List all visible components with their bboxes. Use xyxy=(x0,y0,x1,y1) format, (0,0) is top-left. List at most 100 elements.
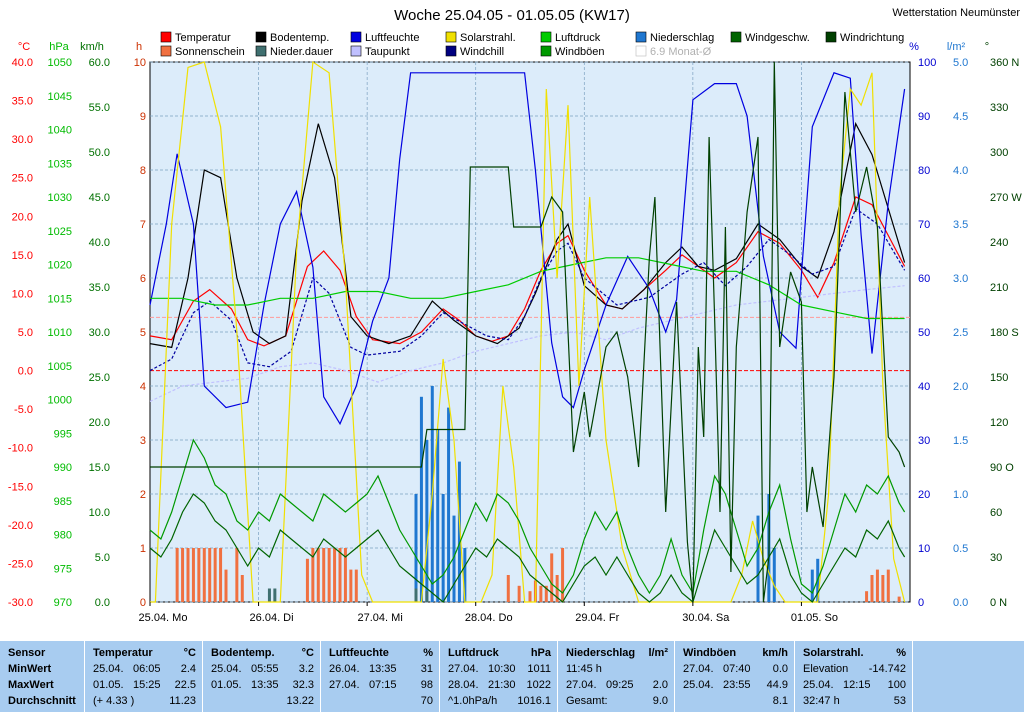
axis-tick-wind: 60.0 xyxy=(89,57,110,69)
stats-row: 28.04. 21:30 1022 xyxy=(440,677,557,693)
axis-tick-press: 1030 xyxy=(48,192,72,204)
legend-swatch xyxy=(255,45,267,57)
axis-tick-press: 1040 xyxy=(48,125,72,137)
axis-tick-press: 975 xyxy=(54,563,72,575)
axis-tick-wind: 0.0 xyxy=(95,597,110,609)
legend-label: Solarstrahl. xyxy=(460,32,516,44)
bar-sonnenschein xyxy=(224,569,228,602)
stats-cell-value: 1022 xyxy=(526,679,551,691)
stats-row: 27.04. 09:25 2.0 xyxy=(558,677,674,693)
axis-tick-press: 970 xyxy=(54,597,72,609)
series-windrichtung xyxy=(150,61,906,603)
stats-column: Bodentemp. °C 25.04. 05:55 3.2 01.05. 13:35 32.… xyxy=(203,641,321,712)
axis-tick-press: 995 xyxy=(54,428,72,440)
legend-swatch xyxy=(160,45,172,57)
axis-tick-wind: 25.0 xyxy=(89,372,110,384)
stats-cell-value: 32.3 xyxy=(292,679,314,691)
bar-sonnenschein xyxy=(311,548,315,602)
stats-row: 01.05. 13:35 32.3 xyxy=(203,677,320,693)
bar-sonnenschein xyxy=(235,548,239,602)
stats-cell-value: 0.0 xyxy=(772,663,788,675)
bar-nieder-dauer xyxy=(414,588,418,602)
stats-column: Windböen km/h 27.04. 07:40 0.0 25.04. 23:55 44.… xyxy=(675,641,795,712)
axis-tick-hours: 3 xyxy=(140,435,146,447)
legend-label: Temperatur xyxy=(175,32,231,44)
stats-cell-label: 26.04. xyxy=(329,663,360,675)
stats-row: 25.04. 05:55 3.2 xyxy=(203,661,320,677)
stats-cell-label: 11:45 h xyxy=(566,663,602,675)
unit-label-hours: h xyxy=(136,41,142,53)
stats-cell-label: 01.05. xyxy=(93,679,124,691)
legend-label: Taupunkt xyxy=(365,46,410,58)
stats-header: Luftdruck hPa xyxy=(440,645,557,661)
legend-label: Bodentemp. xyxy=(270,32,329,44)
axis-tick-humidity: 30 xyxy=(918,435,930,447)
stats-row: 11:45 h xyxy=(558,661,674,677)
axis-tick-press: 990 xyxy=(54,462,72,474)
axis-tick-wind: 40.0 xyxy=(89,237,110,249)
axis-tick-humidity: 60 xyxy=(918,273,930,285)
line-series xyxy=(149,60,910,604)
stats-cell-label: 27.04. xyxy=(329,679,360,691)
stats-cell-time: 12:15 xyxy=(843,679,871,691)
axis-tick-humidity: 50 xyxy=(918,327,930,339)
bar-niederschlag xyxy=(436,429,440,602)
stats-header-unit: hPa xyxy=(530,647,551,659)
series-windchill xyxy=(149,207,906,372)
x-tick-label: 01.05. So xyxy=(791,612,838,624)
bar-sonnenschein xyxy=(517,585,521,602)
legend-swatch xyxy=(160,31,172,43)
axis-tick-dir: 30 xyxy=(990,552,1002,564)
bar-sonnenschein xyxy=(865,591,869,602)
bar-sonnenschein xyxy=(561,548,565,602)
bar-sonnenschein xyxy=(506,575,510,602)
axis-tick-rain: 5.0 xyxy=(953,57,968,69)
axis-tick-rain: 2.5 xyxy=(953,327,968,339)
legend-label: Sonnenschein xyxy=(175,46,245,58)
stats-cell-label: Gesamt: xyxy=(566,695,608,707)
stats-header-unit: % xyxy=(896,647,906,659)
unit-label-dir: ° xyxy=(985,41,989,53)
legend-label: Luftdruck xyxy=(555,32,601,44)
stats-header: Windböen km/h xyxy=(675,645,794,661)
bar-sonnenschein xyxy=(213,548,217,602)
bar-sonnenschein xyxy=(219,548,223,602)
stats-cell-value: 53 xyxy=(893,695,906,707)
legend-label: Windböen xyxy=(555,46,605,58)
stats-header-unit: km/h xyxy=(762,647,788,659)
axis-tick-humidity: 90 xyxy=(918,111,930,123)
stats-header: Niederschlag l/m² xyxy=(558,645,674,661)
stats-row: 8.1 xyxy=(675,693,794,709)
stats-cell-time: 13:35 xyxy=(251,679,279,691)
axis-tick-humidity: 100 xyxy=(918,57,936,69)
x-axis-labels: 25.04. Mo 26.04. Di 27.04. Mi 28.04. Do 29.0… xyxy=(139,602,838,624)
axis-tick-rain: 4.5 xyxy=(953,111,968,123)
unit-label-temp: °C xyxy=(18,41,30,53)
stats-cell-time: 15:25 xyxy=(133,679,161,691)
axis-tick-temp: 25.0 xyxy=(12,173,33,185)
axis-tick-dir: 270 W xyxy=(990,192,1022,204)
series-solarstrahl- xyxy=(150,60,906,603)
stats-cell-time: 23:55 xyxy=(723,679,751,691)
stats-cell-value: 8.1 xyxy=(772,695,788,707)
stats-cell-label: (+ 4.33 ) xyxy=(93,695,135,707)
axis-tick-rain: 4.0 xyxy=(953,165,968,177)
stats-cell-label: 27.04. xyxy=(683,663,714,675)
stats-cell-label: 28.04. xyxy=(448,679,479,691)
stats-header: Temperatur °C xyxy=(85,645,202,661)
axis-tick-humidity: 70 xyxy=(918,219,930,231)
legend-swatch xyxy=(730,31,742,43)
stats-header: Solarstrahl.% xyxy=(795,645,912,661)
axis-tick-rain: 3.5 xyxy=(953,219,968,231)
axis-tick-temp: 30.0 xyxy=(12,134,33,146)
legend-label: 6.9 Monat-Ø xyxy=(650,46,712,58)
axis-tick-temp: -5.0 xyxy=(14,404,33,416)
stats-row: (+ 4.33 ) 11.23 xyxy=(85,693,202,709)
stats-column: Luftfeuchte% 26.04. 13:35 31 27.04. 07:15 98 70 xyxy=(321,641,440,712)
x-tick-label: 25.04. Mo xyxy=(139,612,188,624)
axis-tick-rain: 3.0 xyxy=(953,273,968,285)
legend-swatch xyxy=(635,45,647,57)
stats-cell-label: 01.05. xyxy=(211,679,242,691)
bar-sonnenschein xyxy=(202,548,206,602)
axis-tick-dir: 330 xyxy=(990,102,1008,114)
